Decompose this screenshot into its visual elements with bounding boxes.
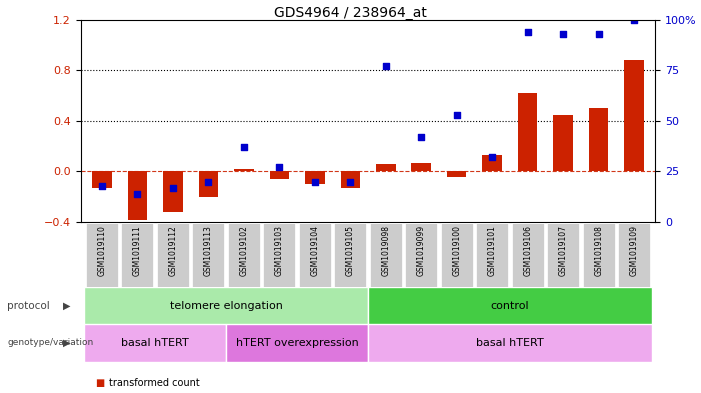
Point (309, 178, 320, 185)
Point (96, 182, 107, 189)
FancyBboxPatch shape (226, 324, 368, 362)
Bar (518, 93, 538, 171)
Text: ▶: ▶ (63, 301, 70, 310)
Text: telomere elongation: telomere elongation (170, 301, 283, 310)
FancyBboxPatch shape (228, 223, 260, 287)
Point (486, 154, 498, 160)
Text: GSM1019105: GSM1019105 (346, 225, 355, 276)
Text: ■: ■ (95, 378, 104, 388)
FancyBboxPatch shape (157, 223, 189, 287)
FancyBboxPatch shape (334, 223, 366, 287)
Bar (198, 171, 218, 197)
FancyBboxPatch shape (192, 223, 224, 287)
Text: GSM1019103: GSM1019103 (275, 225, 284, 276)
Point (557, 31, 569, 37)
Text: protocol: protocol (7, 301, 50, 310)
Bar (482, 155, 502, 171)
FancyBboxPatch shape (370, 223, 402, 287)
Text: transformed count: transformed count (109, 378, 199, 388)
Text: GSM1019109: GSM1019109 (629, 225, 639, 276)
Bar (553, 114, 573, 171)
Text: basal hTERT: basal hTERT (121, 338, 189, 348)
Text: GSM1019108: GSM1019108 (594, 225, 603, 276)
Text: GSM1019106: GSM1019106 (523, 225, 532, 276)
FancyBboxPatch shape (512, 223, 544, 287)
Text: GSM1019101: GSM1019101 (488, 225, 497, 276)
Text: GSM1019113: GSM1019113 (204, 225, 213, 276)
Text: GSM1019112: GSM1019112 (168, 225, 177, 276)
Text: ▶: ▶ (63, 338, 70, 348)
Text: GSM1019102: GSM1019102 (239, 225, 248, 276)
Point (273, 164, 285, 171)
FancyBboxPatch shape (368, 287, 652, 324)
FancyBboxPatch shape (121, 223, 154, 287)
FancyBboxPatch shape (368, 324, 652, 362)
Point (416, 134, 427, 140)
Point (238, 144, 250, 150)
Point (451, 112, 463, 118)
Point (168, 184, 179, 191)
Bar (411, 163, 431, 171)
Bar (447, 171, 466, 176)
Point (380, 63, 391, 69)
FancyBboxPatch shape (547, 223, 579, 287)
Bar (163, 171, 183, 212)
Bar (128, 171, 147, 220)
Text: GSM1019098: GSM1019098 (381, 225, 390, 276)
Bar (341, 171, 360, 188)
Text: GSM1019107: GSM1019107 (559, 225, 568, 276)
Bar (376, 164, 395, 171)
Text: GSM1019099: GSM1019099 (417, 225, 426, 276)
FancyBboxPatch shape (299, 223, 331, 287)
FancyBboxPatch shape (84, 287, 368, 324)
FancyBboxPatch shape (583, 223, 615, 287)
Text: control: control (491, 301, 529, 310)
Point (629, 17, 640, 23)
Text: GDS4964 / 238964_at: GDS4964 / 238964_at (274, 6, 427, 20)
Bar (625, 60, 644, 171)
FancyBboxPatch shape (618, 223, 650, 287)
Bar (92, 171, 111, 188)
Text: GSM1019100: GSM1019100 (452, 225, 461, 276)
FancyBboxPatch shape (84, 324, 226, 362)
Point (132, 191, 143, 197)
FancyBboxPatch shape (264, 223, 295, 287)
Text: GSM1019104: GSM1019104 (311, 225, 319, 276)
Text: GSM1019111: GSM1019111 (133, 225, 142, 276)
Point (522, 29, 533, 35)
Text: genotype/variation: genotype/variation (7, 338, 93, 347)
Bar (305, 171, 325, 184)
FancyBboxPatch shape (405, 223, 437, 287)
Text: GSM1019110: GSM1019110 (97, 225, 107, 276)
Bar (234, 169, 254, 171)
FancyBboxPatch shape (441, 223, 472, 287)
Point (345, 178, 356, 185)
FancyBboxPatch shape (476, 223, 508, 287)
Text: basal hTERT: basal hTERT (476, 338, 544, 348)
Bar (270, 171, 289, 179)
Point (593, 31, 604, 37)
Point (203, 178, 214, 185)
FancyBboxPatch shape (86, 223, 118, 287)
Text: hTERT overexpression: hTERT overexpression (236, 338, 358, 348)
Bar (589, 108, 608, 171)
